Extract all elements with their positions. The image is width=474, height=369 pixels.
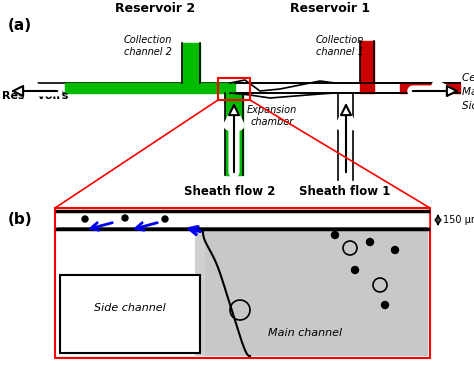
Text: (b): (b) [8,212,33,227]
Circle shape [382,301,389,308]
Bar [205,230,428,356]
Bar [57,213,428,227]
Text: Sheath flow 2: Sheath flow 2 [184,185,276,198]
Text: Side channel: Side channel [94,303,166,313]
Circle shape [366,238,374,245]
Circle shape [162,216,168,222]
Text: Reservoirs: Reservoirs [2,91,68,101]
Text: Main channel: Main channel [462,87,474,97]
Text: Sheath flow 1: Sheath flow 1 [299,185,391,198]
Text: Cell sample: Cell sample [462,73,474,83]
Text: 150 µm: 150 µm [443,215,474,225]
Circle shape [392,246,399,254]
Text: Side channel 1: Side channel 1 [462,101,474,111]
Circle shape [122,215,128,221]
Text: (a): (a) [8,18,32,33]
Text: Main channel: Main channel [268,328,342,338]
Text: Expansion
chamber: Expansion chamber [247,105,297,127]
Bar [60,275,200,353]
Text: Reservoir 1: Reservoir 1 [290,2,370,15]
Text: Collection
channel 2: Collection channel 2 [124,35,172,56]
Text: Reservoir 2: Reservoir 2 [115,2,195,15]
Bar [195,210,428,356]
Circle shape [352,266,358,273]
Circle shape [331,231,338,238]
Bar [55,208,430,358]
Text: Collection
channel 1: Collection channel 1 [316,35,364,56]
Bar [57,210,428,230]
Bar [218,78,250,100]
Circle shape [82,216,88,222]
